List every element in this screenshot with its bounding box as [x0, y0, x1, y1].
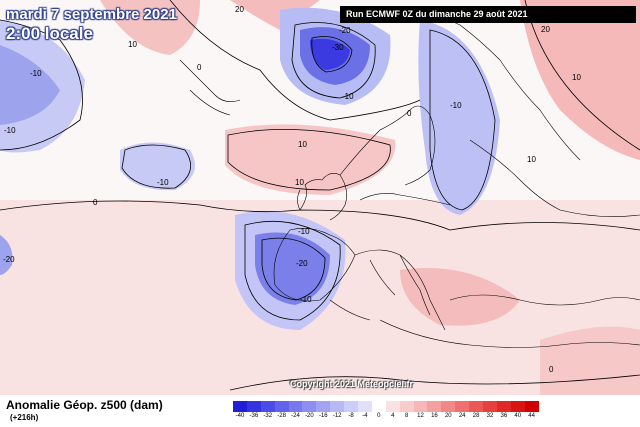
legend-swatch — [344, 401, 359, 412]
legend-tick-label: 20 — [444, 413, 452, 419]
contour-label: 10 — [295, 178, 304, 187]
legend-tick-label: 40 — [514, 413, 522, 419]
positive-anomaly-zone — [540, 326, 640, 395]
legend-tick-label: 44 — [528, 413, 535, 419]
legend-color-row — [233, 401, 539, 412]
contour-label: 10 — [128, 40, 137, 49]
legend-tick-label: -16 — [318, 413, 328, 419]
legend-tick-label: 8 — [404, 413, 409, 419]
negative-anomaly-zone — [0, 235, 13, 275]
contour-label: -10 — [157, 178, 169, 187]
legend-tick-label: 32 — [486, 413, 494, 419]
legend-tick-label: 4 — [391, 413, 395, 419]
legend-tick-label: -28 — [277, 413, 286, 419]
contour-label: 0 — [197, 63, 202, 72]
legend-tick-label: -24 — [291, 413, 300, 419]
legend-tick-label: 28 — [472, 413, 480, 419]
legend-swatch — [302, 401, 317, 412]
negative-anomaly-zone — [255, 232, 330, 305]
positive-anomaly-zone — [520, 0, 640, 160]
contour-label: 20 — [541, 25, 550, 34]
legend-swatch — [274, 401, 289, 412]
legend-swatch — [524, 401, 539, 412]
legend-tick-label: -40 — [235, 413, 245, 419]
legend-tick-label: 24 — [458, 413, 466, 419]
legend-tick-label: -32 — [263, 413, 273, 419]
legend-swatch — [455, 401, 470, 412]
legend-swatch — [371, 401, 386, 412]
positive-anomaly-zone — [225, 124, 396, 195]
contour-label: 0 — [93, 198, 98, 207]
lead-time-label: (+216h) — [10, 413, 39, 422]
legend-tick-label: -20 — [305, 413, 314, 419]
positive-anomaly-zone — [230, 0, 320, 30]
legend-tick-label: 12 — [417, 413, 424, 419]
positive-anomaly-zone — [400, 268, 520, 326]
contour-label-group: -30 -20 -20 -10 -10 -10 -10 -10 -10 -10 … — [3, 5, 581, 374]
legend-swatch — [413, 401, 428, 412]
negative-anomaly-zone — [310, 38, 350, 70]
legend-tick-label: -12 — [332, 413, 342, 419]
negative-anomaly-zone — [0, 45, 60, 125]
legend-swatch — [399, 401, 414, 412]
legend-tick-label: -36 — [249, 413, 259, 419]
contour-label: 10 — [572, 73, 581, 82]
contour-label: -30 — [332, 43, 344, 52]
contour-label: -10 — [450, 101, 462, 110]
contour-label: -10 — [30, 69, 42, 78]
legend-tick-label: -8 — [348, 413, 354, 419]
contour-label: 10 — [298, 140, 307, 149]
legend-swatch — [496, 401, 511, 412]
forecast-time: 2:00 locale — [6, 24, 93, 43]
copyright-text: Copyright 2021 Meteopciel.fr — [290, 379, 414, 389]
contour-label: 0 — [407, 109, 412, 118]
legend-swatch — [316, 401, 331, 412]
coastlines — [179, 15, 640, 348]
legend-swatch — [330, 401, 345, 412]
legend-swatch — [385, 401, 400, 412]
legend-swatch — [246, 401, 261, 412]
legend-tick-row: -40 -36 -32 -28 -24 -20 -16 -12 -8 -4 0 4 8 12 16 20 24 2… — [233, 413, 539, 419]
legend-swatch — [510, 401, 525, 412]
positive-anomaly-zone — [100, 0, 200, 55]
contour-label: -10 — [342, 92, 354, 101]
contour-label: -20 — [339, 26, 351, 35]
contour-label: -20 — [3, 255, 15, 264]
forecast-date: mardi 7 septembre 2021 — [6, 6, 177, 23]
legend-swatch — [233, 401, 247, 412]
negative-anomaly-zone — [418, 20, 500, 215]
contour-label: -10 — [300, 295, 312, 304]
legend-tick-label: 0 — [377, 413, 381, 419]
legend-swatch — [260, 401, 275, 412]
legend-tick-label: 36 — [500, 413, 508, 419]
legend-tick-label: -4 — [362, 413, 368, 419]
legend-swatch — [441, 401, 456, 412]
legend-tick-label: 16 — [431, 413, 438, 419]
legend-swatch — [483, 401, 497, 412]
legend-swatch — [427, 401, 442, 412]
negative-anomaly-zone — [120, 142, 195, 191]
legend-swatch — [358, 401, 372, 412]
contour-label: 10 — [527, 155, 536, 164]
legend-swatch — [288, 401, 303, 412]
model-run-label: Run ECMWF 0Z du dimanche 29 août 2021 — [340, 6, 636, 23]
contour-label: -10 — [4, 126, 16, 135]
variable-label: Anomalie Géop. z500 (dam) — [6, 398, 163, 412]
color-scale-legend: -40 -36 -32 -28 -24 -20 -16 -12 -8 -4 0 4 8 12 16 20 24 2… — [233, 401, 539, 419]
legend-swatch — [469, 401, 484, 412]
contour-label: -10 — [298, 227, 310, 236]
contour-label: -20 — [296, 259, 308, 268]
contour-label: 20 — [235, 5, 244, 14]
contour-label: 0 — [549, 365, 554, 374]
anomaly-map: -30 -20 -20 -10 -10 -10 -10 -10 -10 -10 … — [0, 0, 640, 395]
